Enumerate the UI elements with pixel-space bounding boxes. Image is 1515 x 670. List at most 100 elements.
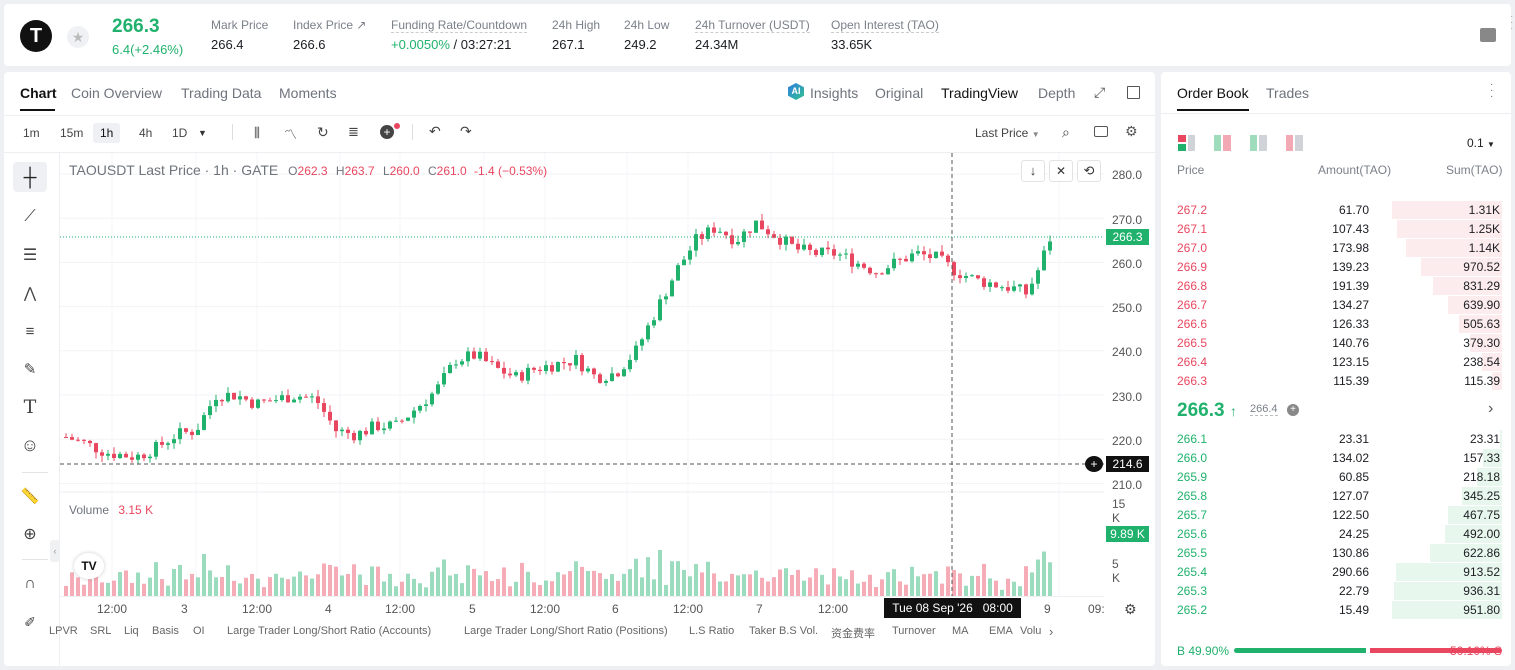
indicator-item[interactable]: Large Trader Long/Short Ratio (Accounts) [227, 625, 432, 637]
bid-row[interactable]: 266.0 134.02 157.33 [1165, 448, 1507, 467]
fullscreen-icon[interactable] [1127, 86, 1140, 99]
row-price: 266.3 [1177, 374, 1208, 388]
timeframe-1h[interactable]: 1h [93, 123, 121, 143]
lock-drawing-tool-icon[interactable]: ✐ [24, 613, 36, 630]
pattern-tool-icon[interactable]: ⋀ [23, 285, 37, 302]
book-icon[interactable] [1480, 28, 1496, 42]
orderbook-more-icon[interactable]: · · · [1490, 79, 1494, 102]
bid-row[interactable]: 265.6 24.25 492.00 [1165, 524, 1507, 543]
maximize-pane-icon[interactable]: ⟲ [1077, 160, 1101, 182]
ask-row[interactable]: 267.0 173.98 1.14K [1165, 238, 1507, 257]
ask-row[interactable]: 266.5 140.76 379.30 [1165, 333, 1507, 352]
zoom-in-tool-icon[interactable]: ⊕ [23, 526, 37, 543]
bid-row[interactable]: 265.4 290.66 913.52 [1165, 562, 1507, 581]
brush-tool-icon[interactable]: ✎ [23, 361, 37, 378]
indicator-item[interactable]: Liq [124, 625, 139, 637]
collapse-pane-icon[interactable]: ✕ [1049, 160, 1073, 182]
tradingview-view-button[interactable]: TradingView [941, 85, 1019, 101]
bid-row[interactable]: 266.1 23.31 23.31 [1165, 429, 1507, 448]
replay-icon[interactable]: ↻ [317, 124, 329, 140]
ask-row[interactable]: 266.4 123.15 238.54 [1165, 352, 1507, 371]
timeframe-1d[interactable]: 1D [172, 126, 188, 140]
indicator-item[interactable]: L.S Ratio [689, 625, 735, 637]
indicator-item[interactable]: SRL [90, 625, 112, 637]
ask-row[interactable]: 266.8 191.39 831.29 [1165, 276, 1507, 295]
depth-view-button[interactable]: Depth [1038, 85, 1076, 101]
add-indicator-icon[interactable]: + [380, 125, 394, 139]
axis-settings-icon[interactable]: ⚙ [1124, 601, 1137, 617]
tradingview-logo-icon[interactable]: TV [74, 553, 104, 579]
chevron-right-icon[interactable]: › [1488, 400, 1494, 417]
bid-row[interactable]: 265.2 15.49 951.80 [1165, 600, 1507, 619]
fibonacci-tool-icon[interactable]: ≡ [25, 322, 35, 340]
undo-icon[interactable]: ↶ [429, 123, 441, 139]
indicator-item[interactable]: OI [193, 625, 205, 637]
candle-body [1042, 250, 1046, 271]
view-both-alt-icon[interactable] [1214, 135, 1231, 151]
tab-coin-overview[interactable]: Coin Overview [71, 85, 163, 101]
add-alert-icon[interactable]: + [1085, 456, 1103, 472]
scroll-down-icon[interactable]: ↓ [1021, 160, 1045, 182]
indicator-item[interactable]: EMA [989, 625, 1013, 637]
bid-row[interactable]: 265.3 22.79 936.31 [1165, 581, 1507, 600]
view-asks-icon[interactable] [1286, 135, 1303, 151]
ruler-tool-icon[interactable]: 📏 [20, 488, 40, 505]
trendline-tool-icon[interactable]: ⟋ [24, 208, 36, 225]
volume-bar [472, 568, 476, 596]
tab-moments[interactable]: Moments [279, 85, 337, 101]
stat-index-price[interactable]: Index Price ↗ 266.6 [293, 18, 367, 52]
timeframe-dropdown-icon[interactable]: ▼ [198, 128, 207, 138]
indicator-item[interactable]: Large Trader Long/Short Ratio (Positions… [464, 625, 668, 637]
timeframe-4h[interactable]: 4h [139, 126, 153, 140]
price-type-select[interactable]: Last Price ▼ [975, 126, 1040, 140]
last-price: 266.3 [112, 16, 160, 37]
ask-row[interactable]: 266.9 139.23 970.52 [1165, 257, 1507, 276]
ask-row[interactable]: 267.2 61.70 1.31K [1165, 200, 1507, 219]
screenshot-icon[interactable] [1094, 126, 1108, 137]
tab-chart[interactable]: Chart [20, 85, 57, 101]
candle-type-icon[interactable]: ⫼ [254, 125, 260, 140]
indicator-item[interactable]: Turnover [892, 625, 936, 637]
view-both-icon[interactable] [1178, 135, 1195, 151]
view-bids-icon[interactable] [1250, 135, 1267, 151]
indicator-item[interactable]: Volu [1020, 625, 1042, 637]
collapse-toolbar-icon[interactable]: ‹ [50, 540, 60, 562]
indicator-item[interactable]: MA [952, 625, 969, 637]
insights-button[interactable]: Insights [810, 85, 859, 101]
timeframe-1m[interactable]: 1m [23, 126, 40, 140]
tab-trades[interactable]: Trades [1266, 85, 1310, 101]
expand-icon[interactable]: ⤢ [1094, 84, 1106, 100]
timeframe-15m[interactable]: 15m [60, 126, 84, 140]
tab-trading-data[interactable]: Trading Data [181, 85, 262, 101]
ask-row[interactable]: 266.3 115.39 115.39 [1165, 371, 1507, 390]
magnet-tool-icon[interactable]: ∩ [24, 575, 36, 592]
indicator-item[interactable]: 资金费率 [831, 628, 875, 640]
bid-row[interactable]: 265.8 127.07 345.25 [1165, 486, 1507, 505]
indicator-item[interactable]: LPVR [49, 625, 78, 637]
text-tool-icon[interactable]: T [23, 396, 37, 418]
bid-row[interactable]: 265.9 60.85 218.18 [1165, 467, 1507, 486]
bid-row[interactable]: 265.7 122.50 467.75 [1165, 505, 1507, 524]
favorite-star-icon[interactable]: ★ [67, 26, 89, 48]
templates-icon[interactable]: ≣ [348, 124, 359, 139]
search-icon[interactable]: ⌕ [1062, 124, 1070, 140]
more-vertical-icon[interactable]: · · · [1510, 11, 1514, 34]
ask-row[interactable]: 266.7 134.27 639.90 [1165, 295, 1507, 314]
crosshair-tool-icon[interactable]: ┼ [13, 162, 47, 192]
settings-gear-icon[interactable]: ⚙ [1125, 123, 1138, 139]
tab-order-book[interactable]: Order Book [1177, 85, 1249, 101]
original-view-button[interactable]: Original [875, 85, 924, 101]
indicator-scroll-right-icon[interactable]: › [1049, 624, 1054, 639]
candlestick-chart[interactable] [4, 72, 1155, 666]
ask-row[interactable]: 266.6 126.33 505.63 [1165, 314, 1507, 333]
price-tick: 240.0 [1112, 345, 1143, 359]
indicators-icon[interactable]: 〽 [284, 127, 298, 142]
ask-row[interactable]: 267.1 107.43 1.25K [1165, 219, 1507, 238]
redo-icon[interactable]: ↷ [460, 123, 472, 139]
precision-select[interactable]: 0.1 ▼ [1467, 136, 1495, 150]
bid-row[interactable]: 265.5 130.86 622.86 [1165, 543, 1507, 562]
indicator-item[interactable]: Basis [152, 625, 179, 637]
emoji-tool-icon[interactable]: ☺ [20, 434, 40, 455]
horizontal-lines-tool-icon[interactable]: ☰ [22, 247, 38, 264]
indicator-item[interactable]: Taker B.S Vol. [749, 625, 819, 637]
